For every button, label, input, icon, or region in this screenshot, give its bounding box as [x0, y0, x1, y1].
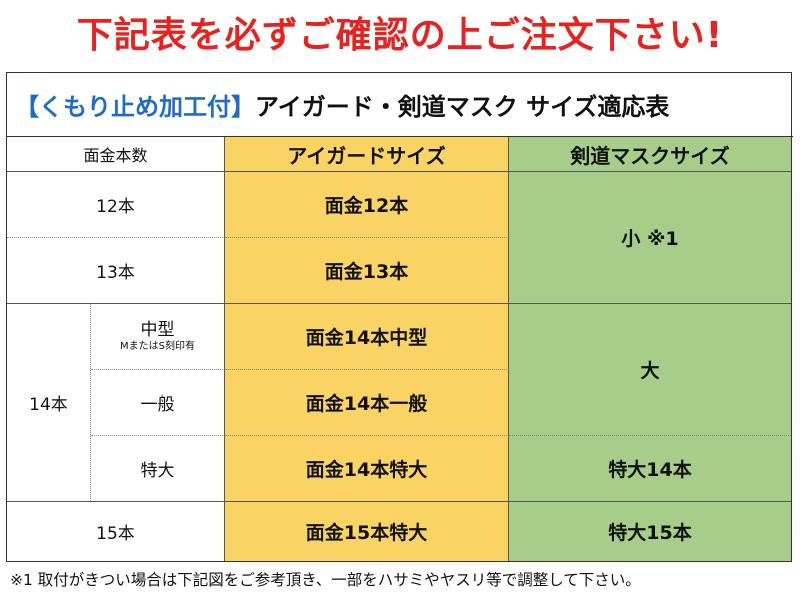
mask-large: 大 [509, 303, 791, 435]
row-13-eyeguard: 面金13本 [225, 237, 509, 303]
table-title-main: アイガード・剣道マスク サイズ適応表 [255, 93, 670, 121]
table-title: 【くもり止め加工付】 アイガード・剣道マスク サイズ適応表 [7, 73, 793, 137]
header-mask-size: 剣道マスクサイズ [509, 137, 791, 171]
row-14-general-eyeguard: 面金14本一般 [225, 369, 509, 435]
row-14-label: 14本 [7, 303, 91, 501]
row-12-label: 12本 [7, 171, 225, 237]
anti-fog-label: 【くもり止め加工付】 [15, 93, 255, 121]
medium-text: 中型 [140, 319, 175, 340]
row-14-xl-eyeguard: 面金14本特大 [225, 435, 509, 501]
mask-xl-15: 特大15本 [509, 501, 791, 561]
footnote: ※1 取付がきつい場合は下記図をご参考頂き、一部をハサミやヤスリ等で調整して下さ… [10, 571, 641, 589]
row-13-label: 13本 [7, 237, 225, 303]
mask-small: 小 ※1 [509, 171, 791, 303]
row-15-label: 15本 [7, 501, 225, 561]
row-14-medium-label: 中型 MまたはS刻印有 [91, 303, 225, 369]
order-warning-banner: 下記表を必ずご確認の上ご注文下さい! [76, 15, 724, 56]
row-12-eyeguard: 面金12本 [225, 171, 509, 237]
row-14-xl-label: 特大 [91, 435, 225, 501]
header-eyeguard-size: アイガードサイズ [225, 137, 509, 171]
row-15-eyeguard: 面金15本特大 [225, 501, 509, 561]
mask-xl-14: 特大14本 [509, 435, 791, 501]
row-14-general-label: 一般 [91, 369, 225, 435]
header-wire-count: 面金本数 [7, 137, 225, 171]
medium-note: MまたはS刻印有 [120, 340, 195, 352]
row-14-medium-eyeguard: 面金14本中型 [225, 303, 509, 369]
size-table-frame: 【くもり止め加工付】 アイガード・剣道マスク サイズ適応表 面金本数 アイガードサ… [6, 72, 793, 562]
